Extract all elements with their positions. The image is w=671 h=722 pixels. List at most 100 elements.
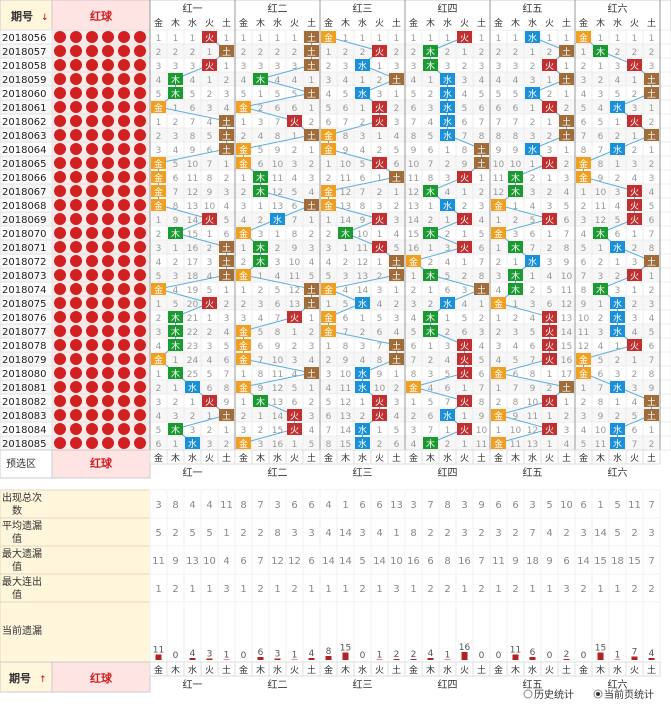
miss-value: 1	[377, 132, 383, 142]
hit-label: 金	[579, 158, 588, 170]
miss-value: 2	[207, 90, 213, 100]
miss-value: 2	[462, 272, 468, 282]
miss-value: 11	[357, 244, 368, 254]
miss-value: 1	[479, 34, 485, 44]
miss-value: 1	[377, 258, 383, 268]
red-ball	[86, 367, 98, 379]
element-footer-label: 土	[562, 452, 571, 464]
current-page-label[interactable]: 当前页统计	[604, 688, 654, 701]
stat-value: 3	[359, 528, 365, 539]
hit-label: 土	[647, 410, 656, 422]
miss-value: 14	[340, 426, 352, 436]
stat-value: 2	[563, 528, 569, 539]
miss-value: 4	[326, 258, 332, 268]
miss-value: 2	[564, 160, 570, 170]
red-ball	[118, 325, 130, 337]
row-pad	[659, 197, 671, 213]
sort-up-icon[interactable]: ↑	[39, 675, 47, 685]
history-radio[interactable]	[523, 689, 533, 699]
miss-value: 1	[394, 34, 400, 44]
stat-value: 6	[512, 500, 518, 511]
miss-value: 1	[394, 286, 400, 296]
miss-value: 2	[598, 76, 604, 86]
stat-value: 14	[322, 556, 335, 567]
miss-value: 5	[190, 90, 196, 100]
miss-value: 1	[241, 174, 247, 184]
hit-label: 土	[392, 256, 401, 268]
footer-issue-header[interactable]: 期号	[9, 671, 31, 685]
element-header-label: 水	[443, 17, 452, 29]
period-label: 2018075	[2, 299, 47, 310]
stat-label-line2: 值	[12, 588, 22, 601]
current-miss-bar	[597, 652, 604, 660]
row-pad	[659, 379, 671, 395]
red-ball	[118, 367, 130, 379]
red-ball	[102, 353, 114, 365]
miss-value: 6	[445, 286, 451, 296]
miss-value: 4	[394, 412, 400, 422]
miss-value: 2	[615, 356, 621, 366]
miss-value: 5	[292, 90, 298, 100]
history-label[interactable]: 历史统计	[534, 688, 574, 701]
miss-value: 4	[615, 76, 621, 86]
red-ball	[70, 353, 82, 365]
miss-value: 7	[173, 188, 179, 198]
red-ball	[134, 241, 146, 253]
miss-value: 6	[156, 440, 162, 450]
red-ball	[134, 199, 146, 211]
miss-value: 3	[394, 216, 400, 226]
miss-value: 5	[343, 300, 349, 310]
stat-value: 4	[223, 556, 229, 567]
hit-label: 火	[630, 61, 639, 72]
sort-down-icon[interactable]: ↓	[41, 13, 49, 23]
period-label: 2018058	[2, 61, 47, 72]
miss-value: 4	[496, 286, 502, 296]
miss-value: 2	[649, 286, 655, 296]
stat-value: 1	[308, 584, 314, 595]
group-header-label: 红二	[268, 2, 288, 15]
miss-value: 7	[513, 118, 519, 128]
stat-value: 9	[512, 556, 518, 567]
miss-value: 2	[632, 300, 638, 310]
hit-label: 土	[222, 144, 231, 156]
issue-header[interactable]: 期号	[11, 9, 33, 23]
miss-value: 6	[581, 118, 587, 128]
miss-value: 3	[258, 300, 264, 310]
stat-value: 6	[376, 500, 382, 511]
hit-label: 火	[545, 159, 554, 170]
miss-value: 1	[258, 272, 264, 282]
red-ball	[134, 269, 146, 281]
miss-value: 1	[258, 34, 264, 44]
miss-value: 5	[394, 244, 400, 254]
miss-value: 8	[496, 132, 502, 142]
red-ball	[102, 227, 114, 239]
miss-value: 2	[632, 244, 638, 254]
miss-value: 16	[561, 356, 573, 366]
hit-label: 土	[307, 368, 316, 380]
miss-value: 4	[496, 356, 502, 366]
miss-value: 3	[241, 202, 247, 212]
current-miss-bar	[342, 652, 349, 660]
miss-value: 1	[258, 202, 264, 212]
red-ball	[134, 45, 146, 57]
period-label: 2018073	[2, 271, 47, 282]
miss-value: 1	[309, 216, 315, 226]
miss-value: 5	[411, 90, 417, 100]
miss-value: 1	[326, 160, 332, 170]
current-miss-value: 2	[564, 650, 570, 660]
miss-value: 9	[462, 160, 468, 170]
stat-value: 7	[478, 556, 484, 567]
miss-value: 2	[309, 230, 315, 240]
hit-label: 土	[392, 340, 401, 352]
stat-value: 16	[458, 556, 471, 567]
miss-value: 5	[564, 202, 570, 212]
miss-value: 4	[394, 230, 400, 240]
red-ball	[70, 199, 82, 211]
miss-value: 5	[275, 286, 281, 296]
element-footer-label: 火	[545, 453, 554, 464]
current-miss-value: 1	[292, 651, 298, 661]
miss-value: 4	[343, 286, 349, 296]
stat-label-line1: 最大连出	[2, 575, 42, 588]
miss-value: 8	[292, 230, 298, 240]
miss-value: 4	[394, 132, 400, 142]
